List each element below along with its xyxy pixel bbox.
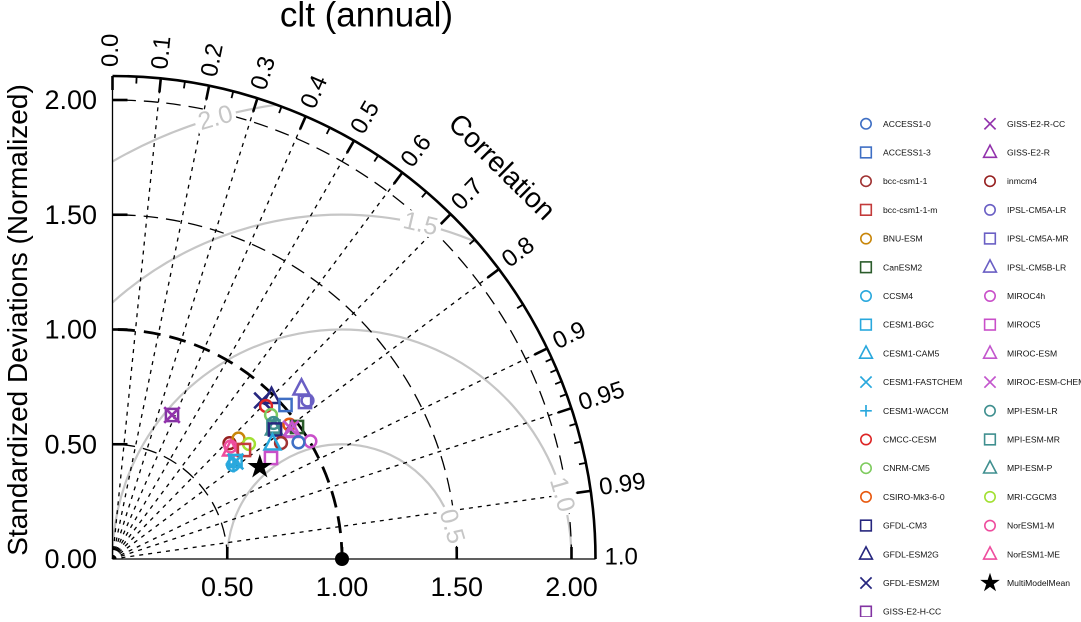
svg-text:ACCESS1-3: ACCESS1-3	[883, 148, 931, 158]
svg-text:CESM1-CAM5: CESM1-CAM5	[883, 348, 940, 358]
svg-text:0.1: 0.1	[146, 35, 176, 71]
svg-text:GFDL-CM3: GFDL-CM3	[883, 521, 927, 531]
svg-text:IPSL-CM5A-LR: IPSL-CM5A-LR	[1007, 205, 1066, 215]
svg-text:CESM1-WACCM: CESM1-WACCM	[883, 406, 949, 416]
svg-text:GISS-E2-H-CC: GISS-E2-H-CC	[883, 607, 941, 617]
svg-text:MIROC-ESM: MIROC-ESM	[1007, 348, 1057, 358]
svg-text:1.50: 1.50	[430, 572, 483, 602]
svg-text:1.0: 1.0	[605, 544, 638, 571]
svg-text:NorESM1-M: NorESM1-M	[1007, 521, 1054, 531]
svg-text:MPI-ESM-MR: MPI-ESM-MR	[1007, 435, 1060, 445]
svg-text:bcc-csm1-1: bcc-csm1-1	[883, 176, 928, 186]
svg-text:0.00: 0.00	[44, 544, 97, 574]
svg-text:bcc-csm1-1-m: bcc-csm1-1-m	[883, 205, 937, 215]
svg-text:CESM1-FASTCHEM: CESM1-FASTCHEM	[883, 377, 962, 387]
svg-text:GFDL-ESM2G: GFDL-ESM2G	[883, 549, 939, 559]
svg-text:MultiModelMean: MultiModelMean	[1007, 578, 1070, 588]
svg-text:Standardized Deviations (Norma: Standardized Deviations (Normalized)	[2, 84, 33, 556]
svg-text:ACCESS1-0: ACCESS1-0	[883, 119, 931, 129]
svg-text:2.00: 2.00	[44, 85, 97, 115]
svg-text:MRI-CGCM3: MRI-CGCM3	[1007, 492, 1057, 502]
svg-text:0.50: 0.50	[201, 572, 254, 602]
svg-text:MPI-ESM-P: MPI-ESM-P	[1007, 463, 1053, 473]
svg-text:NorESM1-ME: NorESM1-ME	[1007, 549, 1060, 559]
svg-text:CNRM-CM5: CNRM-CM5	[883, 463, 930, 473]
svg-text:CCSM4: CCSM4	[883, 291, 913, 301]
svg-text:1.00: 1.00	[44, 315, 97, 345]
svg-text:1.00: 1.00	[316, 572, 369, 602]
svg-text:GFDL-ESM2M: GFDL-ESM2M	[883, 578, 939, 588]
svg-text:CMCC-CESM: CMCC-CESM	[883, 435, 936, 445]
svg-text:CESM1-BGC: CESM1-BGC	[883, 320, 934, 330]
svg-text:GISS-E2-R: GISS-E2-R	[1007, 148, 1050, 158]
svg-text:2.00: 2.00	[545, 572, 598, 602]
svg-text:IPSL-CM5B-LR: IPSL-CM5B-LR	[1007, 262, 1066, 272]
svg-text:inmcm4: inmcm4	[1007, 176, 1037, 186]
svg-text:0.50: 0.50	[44, 429, 97, 459]
svg-text:MIROC5: MIROC5	[1007, 320, 1041, 330]
svg-text:MIROC4h: MIROC4h	[1007, 291, 1045, 301]
svg-text:MIROC-ESM-CHEM: MIROC-ESM-CHEM	[1007, 377, 1081, 387]
svg-text:CSIRO-Mk3-6-0: CSIRO-Mk3-6-0	[883, 492, 945, 502]
svg-text:GISS-E2-R-CC: GISS-E2-R-CC	[1007, 119, 1065, 129]
svg-text:1.50: 1.50	[44, 200, 97, 230]
svg-text:0.0: 0.0	[97, 34, 124, 67]
svg-text:clt (annual): clt (annual)	[280, 0, 453, 35]
svg-text:CanESM2: CanESM2	[883, 262, 922, 272]
svg-text:BNU-ESM: BNU-ESM	[883, 234, 923, 244]
svg-text:MPI-ESM-LR: MPI-ESM-LR	[1007, 406, 1058, 416]
svg-text:IPSL-CM5A-MR: IPSL-CM5A-MR	[1007, 234, 1069, 244]
